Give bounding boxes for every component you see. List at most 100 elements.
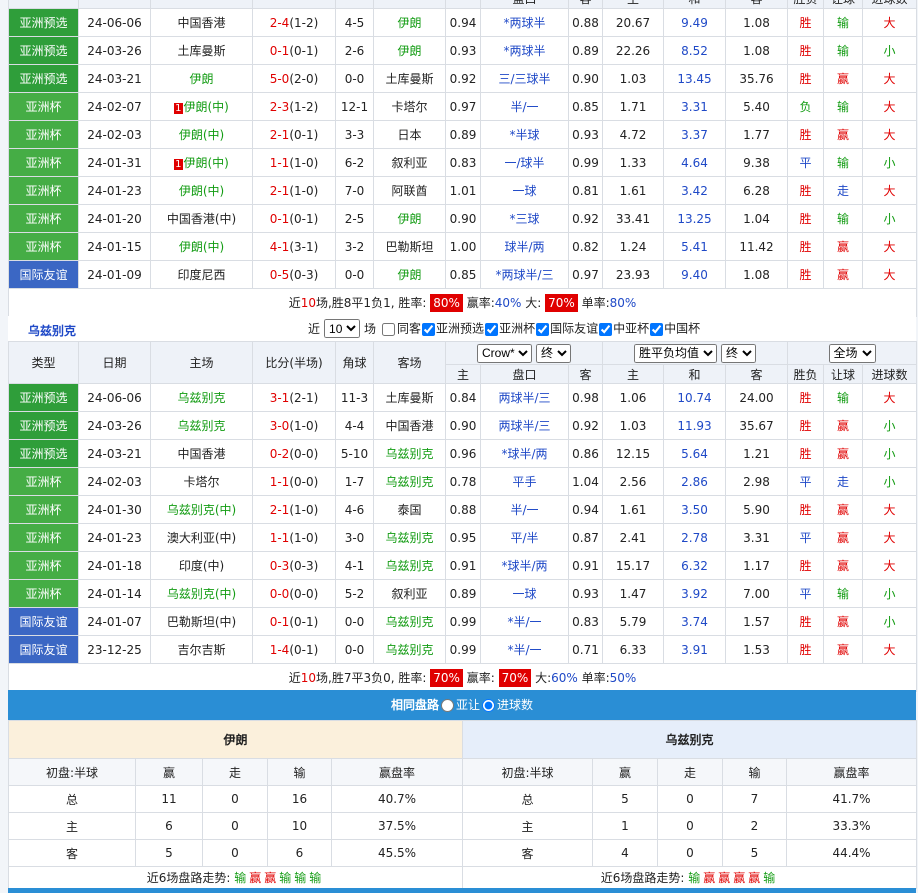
cell-ea: 1.53 [724, 635, 789, 664]
value: 0.71 [572, 642, 599, 657]
summary-part: 单率: [577, 671, 610, 685]
value: 1.01 [449, 183, 477, 198]
select[interactable]: 胜平负均值 [634, 343, 717, 363]
trend-item: 赢 [703, 871, 716, 885]
value: 4.72 [619, 127, 647, 142]
match-type: 亚洲预选 [19, 447, 68, 461]
count-select[interactable]: 10 [324, 319, 361, 338]
result: 胜 [799, 44, 812, 58]
result: 输 [836, 16, 849, 30]
cell-oh: 0.95 [445, 523, 481, 552]
cell-date: 24-01-07 [78, 607, 151, 636]
cell-r: 胜 [787, 635, 825, 664]
match-row: 亚洲预选 24-03-21 中国香港 0-2(0-0) 5-10 乌兹别克 0.96 *球半/… [8, 439, 918, 468]
team-name: 乌兹别克 [177, 419, 226, 433]
cell-type: 亚洲预选 [8, 383, 79, 412]
value: 23.93 [615, 267, 651, 282]
value: *半/一 [507, 615, 542, 629]
result: 大 [883, 184, 896, 198]
result: 小 [883, 475, 896, 489]
select[interactable]: Crow* [477, 343, 532, 363]
select[interactable]: 终 [721, 343, 756, 363]
checkbox[interactable] [650, 322, 664, 336]
cell-ea: 1.57 [724, 607, 789, 636]
value: 半/一 [510, 100, 539, 114]
match-type: 亚洲杯 [25, 100, 62, 114]
checkbox[interactable] [382, 322, 396, 336]
value: 0-0 [344, 71, 365, 86]
value: 2.41 [619, 530, 647, 545]
summary-part: 80% [430, 294, 463, 312]
header-cell: 让球 [823, 364, 864, 384]
cell-score: 3-1(2-1) [252, 383, 336, 412]
checkbox[interactable] [485, 322, 499, 336]
checkbox[interactable] [536, 322, 550, 336]
value: 1.47 [619, 586, 647, 601]
result: 大 [883, 16, 896, 30]
label: 国际友谊 [550, 321, 599, 336]
value: 24-01-23 [87, 530, 142, 545]
value: 9.38 [743, 155, 770, 170]
value: 3.37 [681, 127, 708, 142]
team-name: 乌兹别克 [385, 475, 434, 489]
value: 24-03-21 [87, 446, 142, 461]
header-cell: 客 [724, 364, 789, 384]
cell-date: 24-03-21 [78, 439, 151, 468]
summary-part: 近 [288, 296, 301, 310]
half-score: (0-1) [289, 614, 319, 629]
value: 4-4 [344, 418, 365, 433]
cell-home: 印度尼西 [150, 260, 253, 289]
header-cell [8, 0, 79, 9]
score: 0-1 [269, 614, 290, 629]
label: 中国杯 [664, 321, 701, 336]
match-type: 亚洲杯 [25, 156, 62, 170]
cell-hc: *球半/两 [480, 551, 569, 580]
cell-ea: 1.77 [725, 120, 788, 149]
select[interactable]: 全场 [828, 343, 876, 363]
radio[interactable] [440, 699, 454, 712]
cell-ed: 11.93 [663, 411, 726, 440]
header-cell: 输 [267, 758, 332, 786]
value: 0.89 [572, 43, 599, 58]
cell-eh: 2.41 [602, 523, 664, 552]
match-type: 亚洲预选 [19, 391, 68, 405]
cell-type: 亚洲杯 [8, 148, 79, 177]
summary-part: 70% [498, 669, 532, 687]
cell-type: 亚洲杯 [8, 495, 79, 524]
value: 6.28 [743, 183, 770, 198]
stat-cell: 客 [8, 839, 136, 867]
footer-bar [8, 888, 916, 893]
cell-hc: *半/一 [480, 635, 569, 664]
value: 4-1 [344, 558, 365, 573]
header-cell: 盘口 [480, 0, 569, 9]
cell-hc: 半/一 [480, 92, 569, 121]
header-label: 客场 [397, 356, 422, 370]
cell-home: 乌兹别克(中) [150, 495, 253, 524]
cell-oh: 0.99 [445, 635, 481, 664]
header-cell: 初盘:半球 [8, 758, 136, 786]
radio[interactable] [482, 699, 495, 712]
value: 0.98 [572, 390, 599, 405]
label: 亚洲预选 [436, 321, 485, 336]
result: 赢 [836, 268, 849, 282]
cell-oa: 0.81 [568, 176, 603, 205]
value: 0-0 [344, 642, 365, 657]
team-name: 吉尔吉斯 [177, 643, 226, 657]
cell-hr: 赢 [823, 120, 863, 149]
summary-part: 近 [288, 671, 301, 685]
result: 大 [883, 531, 896, 545]
value: 0.94 [449, 15, 477, 30]
result: 输 [836, 100, 849, 114]
select[interactable]: 终 [536, 343, 571, 363]
value: 24-06-06 [87, 15, 142, 30]
score: 2-4 [269, 15, 290, 30]
summary-part: 场,胜8平1负1, 胜率: [315, 296, 431, 310]
compare-right: 乌兹别克 初盘:半球赢走输赢盘率总 5 0 7 41.7% 主 1 0 2 33.3% 客 4 0 5 44.… [461, 720, 918, 889]
checkbox[interactable] [599, 322, 613, 336]
half-score: (0-1) [289, 211, 319, 226]
checkbox[interactable] [422, 322, 436, 336]
cell-hr: 赢 [823, 495, 864, 524]
cell-hr: 输 [823, 8, 863, 37]
cell-oh: 0.93 [445, 36, 481, 65]
team-name: 伊朗(中) [178, 184, 225, 198]
